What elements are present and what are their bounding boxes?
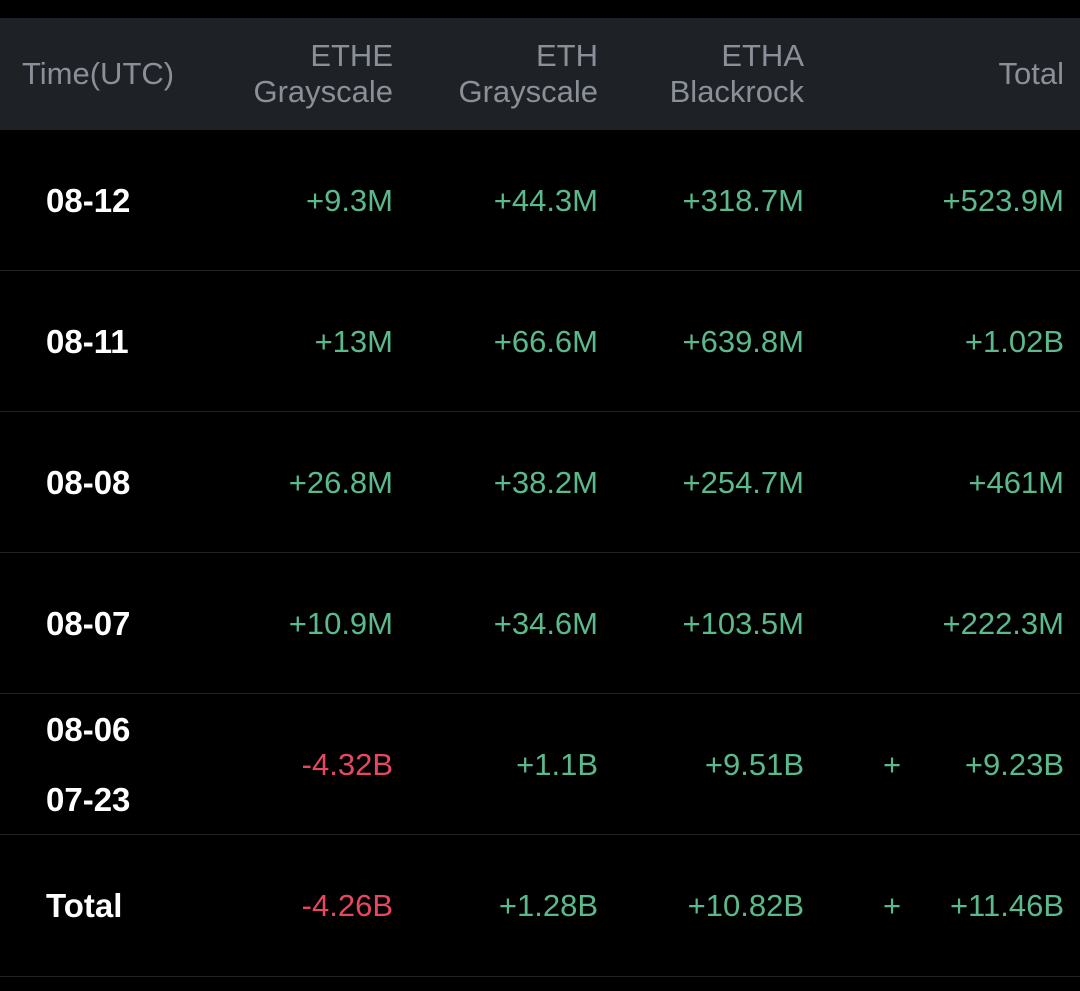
ethe-flow-cell: -4.26B — [301, 887, 393, 923]
table-row[interactable]: 08-06 07-23 -4.32B +1.1B +9.51B + +9.23B — [0, 694, 1080, 835]
etha-flow-cell: +639.8M — [682, 323, 804, 359]
date-label: 08-08 — [46, 463, 131, 501]
table-header: Time(UTC) ETHE Grayscale ETH Grayscale E… — [0, 18, 1080, 130]
date-cell: Total — [46, 835, 122, 976]
date-cell: 08-07 — [46, 553, 130, 694]
extra-sign-cell: + — [883, 746, 902, 782]
ethe-flow-cell: +26.8M — [288, 464, 393, 500]
table-row[interactable]: 08-11 +13M +66.6M +639.8M +1.02B — [0, 271, 1080, 412]
etha-flow-cell: +9.51B — [704, 746, 804, 782]
total-flow-cell: +222.3M — [942, 605, 1064, 641]
ethe-flow-cell: -4.32B — [301, 746, 393, 782]
table-row[interactable]: 08-08 +26.8M +38.2M +254.7M +461M — [0, 412, 1080, 553]
date-cell: 08-06 07-23 — [46, 694, 130, 835]
date-label: 07-23 — [46, 780, 131, 818]
table-row[interactable]: 08-07 +10.9M +34.6M +103.5M +222.3M — [0, 553, 1080, 694]
top-strip — [0, 0, 1080, 18]
header-ticker: ETH — [536, 38, 598, 73]
extra-sign-cell: + — [883, 887, 902, 923]
date-cell: 08-11 — [46, 271, 129, 412]
date-label: 08-11 — [46, 322, 129, 360]
date-label: Total — [46, 886, 123, 924]
total-flow-cell: +11.46B — [949, 887, 1064, 923]
date-label: 08-06 — [46, 710, 131, 748]
total-flow-cell: +461M — [968, 464, 1064, 500]
header-issuer: Grayscale — [458, 74, 598, 109]
total-flow-cell: +1.02B — [964, 323, 1064, 359]
header-ticker: ETHE — [310, 38, 393, 73]
header-time[interactable]: Time(UTC) — [22, 56, 175, 91]
header-issuer: Grayscale — [253, 74, 393, 109]
etha-flow-cell: +318.7M — [682, 182, 804, 218]
header-eth-grayscale[interactable]: ETH Grayscale — [458, 38, 598, 110]
etha-flow-cell: +254.7M — [682, 464, 804, 500]
header-issuer: Blackrock — [669, 74, 804, 109]
date-cell: 08-08 — [46, 412, 130, 553]
ethe-flow-cell: +9.3M — [305, 182, 393, 218]
table-row[interactable]: 08-12 +9.3M +44.3M +318.7M +523.9M — [0, 130, 1080, 271]
header-total[interactable]: Total — [998, 56, 1064, 91]
ethe-flow-cell: +10.9M — [288, 605, 393, 641]
eth-flow-cell: +38.2M — [493, 464, 598, 500]
date-label: 08-07 — [46, 604, 131, 642]
date-label: 08-12 — [46, 181, 131, 219]
header-etha-blackrock[interactable]: ETHA Blackrock — [670, 38, 804, 110]
total-flow-cell: +9.23B — [964, 746, 1064, 782]
header-ethe-grayscale[interactable]: ETHE Grayscale — [253, 38, 393, 110]
eth-flow-cell: +66.6M — [493, 323, 598, 359]
etha-flow-cell: +103.5M — [682, 605, 804, 641]
total-flow-cell: +523.9M — [942, 182, 1064, 218]
etha-flow-cell: +10.82B — [687, 887, 804, 923]
eth-flow-cell: +34.6M — [493, 605, 598, 641]
eth-flow-cell: +44.3M — [493, 182, 598, 218]
table-body: 08-12 +9.3M +44.3M +318.7M +523.9M 08-11 +13M +… — [0, 130, 1080, 977]
date-cell: 08-12 — [46, 130, 130, 271]
eth-flow-cell: +1.28B — [498, 887, 598, 923]
ethe-flow-cell: +13M — [314, 323, 393, 359]
total-row[interactable]: Total -4.26B +1.28B +10.82B + +11.46B — [0, 835, 1080, 977]
header-ticker: ETHA — [721, 38, 804, 73]
eth-flow-cell: +1.1B — [516, 746, 598, 782]
